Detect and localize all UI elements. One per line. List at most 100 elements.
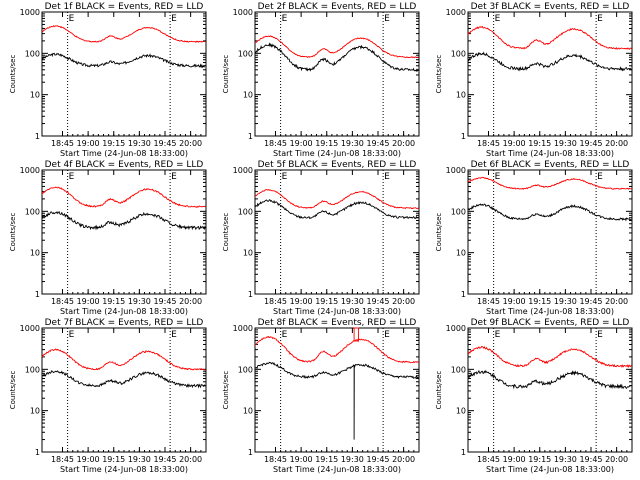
event-marker-label: E	[495, 330, 501, 340]
x-tick-label: 18:45	[477, 139, 500, 148]
event-marker-label: E	[384, 14, 390, 24]
y-tick-label: 10	[456, 249, 466, 258]
x-axis-label: Start Time (24-Jun-08 18:33:00)	[273, 465, 401, 474]
event-marker-label: E	[171, 330, 177, 340]
x-tick-label: 19:00	[77, 455, 100, 464]
panel-det-4: Det 4f BLACK = Events, RED = LLD 1 10 100 10…	[9, 160, 207, 316]
panel-title: Det 5f BLACK = Events, RED = LLD	[258, 160, 417, 170]
x-tick-label: 19:45	[153, 297, 176, 306]
x-tick-label: 19:00	[503, 139, 526, 148]
x-tick-label: 19:45	[366, 455, 389, 464]
x-axis-label: Start Time (24-Jun-08 18:33:00)	[486, 465, 614, 474]
x-tick-label: 19:00	[77, 297, 100, 306]
plot-frame	[254, 327, 420, 453]
y-tick-label: 100	[25, 207, 40, 216]
x-tick-label: 19:30	[554, 297, 577, 306]
y-tick-label: 10	[30, 407, 40, 416]
y-axis-label: Counts/sec	[222, 213, 230, 252]
y-tick-label: 100	[238, 49, 253, 58]
series-line-lld	[467, 176, 632, 190]
y-tick-label: 10	[243, 249, 253, 258]
plot-frame	[467, 11, 633, 137]
event-marker-label: E	[384, 330, 390, 340]
series-line-events	[254, 42, 419, 72]
x-tick-label: 20:00	[605, 139, 628, 148]
panel-det-1: Det 1f BLACK = Events, RED = LLD 1 10 100 10…	[9, 2, 207, 158]
series-line-events	[254, 361, 419, 440]
y-tick-label: 1000	[446, 166, 466, 175]
x-tick-label: 20:00	[179, 455, 202, 464]
x-tick-label: 19:30	[128, 297, 151, 306]
x-tick-label: 18:45	[264, 297, 287, 306]
plot-frame	[41, 11, 207, 137]
x-axis-label: Start Time (24-Jun-08 18:33:00)	[273, 149, 401, 158]
y-tick-label: 1	[461, 448, 466, 457]
y-tick-label: 1000	[20, 324, 40, 333]
event-marker-label: E	[384, 172, 390, 182]
event-marker-label: E	[495, 14, 501, 24]
y-tick-label: 100	[451, 207, 466, 216]
panel-det-5: Det 5f BLACK = Events, RED = LLD 1 10 100 10…	[222, 160, 420, 316]
x-tick-label: 20:00	[605, 297, 628, 306]
y-tick-label: 1	[248, 132, 253, 141]
x-tick-label: 20:00	[392, 139, 415, 148]
x-tick-label: 19:30	[554, 139, 577, 148]
event-marker-label: E	[282, 14, 288, 24]
x-axis-label: Start Time (24-Jun-08 18:33:00)	[486, 307, 614, 316]
x-tick-label: 19:00	[290, 455, 313, 464]
y-tick-label: 100	[25, 365, 40, 374]
x-tick-label: 18:45	[51, 455, 74, 464]
plot-frame	[41, 327, 207, 453]
x-tick-label: 18:45	[51, 139, 74, 148]
y-tick-label: 1000	[233, 166, 253, 175]
x-tick-label: 19:15	[102, 297, 125, 306]
y-tick-label: 1	[35, 290, 40, 299]
y-tick-label: 100	[238, 207, 253, 216]
x-tick-label: 19:30	[128, 455, 151, 464]
y-tick-label: 100	[25, 49, 40, 58]
x-axis-label: Start Time (24-Jun-08 18:33:00)	[60, 307, 188, 316]
series-line-events	[41, 210, 206, 231]
x-tick-label: 20:00	[179, 139, 202, 148]
x-tick-label: 19:00	[290, 297, 313, 306]
panel-title: Det 1f BLACK = Events, RED = LLD	[45, 2, 204, 12]
plot-frame	[467, 327, 633, 453]
event-marker-label: E	[171, 172, 177, 182]
y-tick-label: 10	[30, 91, 40, 100]
panel-title: Det 7f BLACK = Events, RED = LLD	[45, 318, 204, 328]
panel-title: Det 6f BLACK = Events, RED = LLD	[471, 160, 630, 170]
x-tick-label: 19:15	[528, 455, 551, 464]
x-tick-label: 19:45	[153, 139, 176, 148]
x-tick-label: 19:00	[503, 455, 526, 464]
series-line-lld	[254, 327, 419, 364]
x-tick-label: 19:45	[579, 455, 602, 464]
x-tick-label: 20:00	[605, 455, 628, 464]
series-line-lld	[254, 189, 419, 210]
y-tick-label: 1	[35, 448, 40, 457]
y-tick-label: 10	[243, 407, 253, 416]
y-tick-label: 1	[248, 290, 253, 299]
y-tick-label: 1	[35, 132, 40, 141]
event-marker-label: E	[69, 14, 75, 24]
y-axis-label: Counts/sec	[435, 371, 443, 410]
x-tick-label: 19:00	[503, 297, 526, 306]
x-axis-label: Start Time (24-Jun-08 18:33:00)	[486, 149, 614, 158]
y-tick-label: 10	[456, 91, 466, 100]
event-marker-label: E	[171, 14, 177, 24]
series-line-lld	[254, 35, 419, 59]
series-line-lld	[467, 345, 632, 369]
y-axis-label: Counts/sec	[222, 55, 230, 94]
y-tick-label: 1	[461, 132, 466, 141]
x-tick-label: 19:15	[528, 297, 551, 306]
event-marker-label: E	[597, 172, 603, 182]
panel-det-8: Det 8f BLACK = Events, RED = LLD 1 10 100 10…	[222, 318, 420, 474]
y-tick-label: 10	[243, 91, 253, 100]
y-axis-label: Counts/sec	[222, 371, 230, 410]
x-tick-label: 18:45	[477, 455, 500, 464]
panel-title: Det 9f BLACK = Events, RED = LLD	[471, 318, 630, 328]
y-tick-label: 10	[30, 249, 40, 258]
x-tick-label: 19:30	[128, 139, 151, 148]
x-tick-label: 19:15	[528, 139, 551, 148]
series-line-events	[254, 199, 419, 220]
